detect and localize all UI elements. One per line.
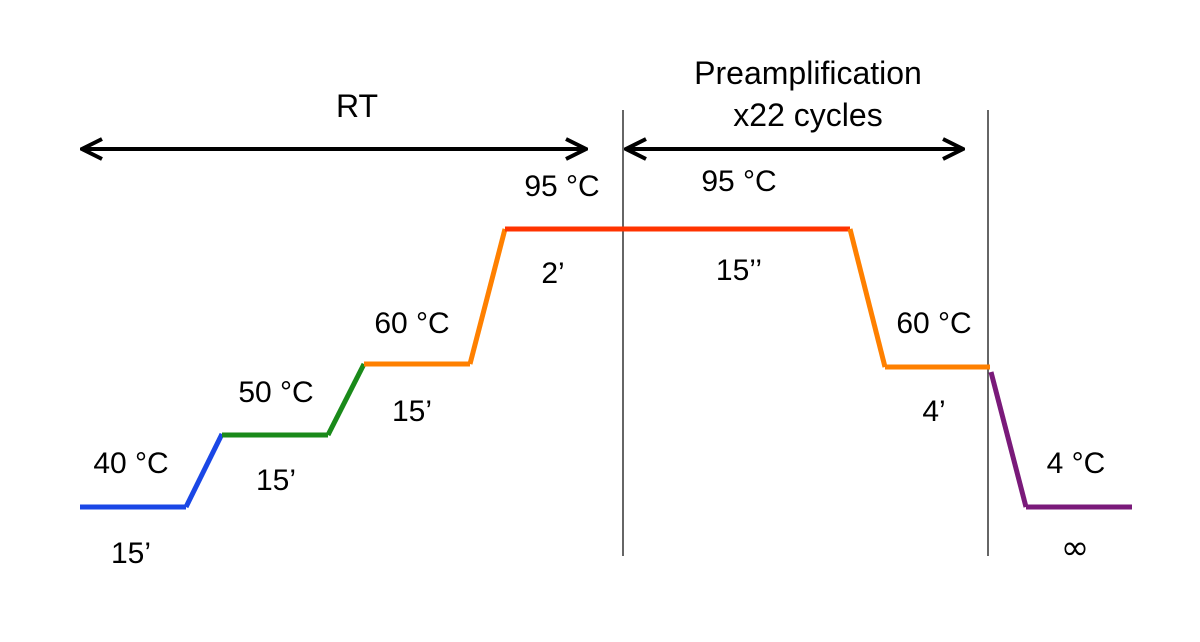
step-40c-temp: 40 °C [93,447,168,480]
ramp-50-to-60-line [325,362,367,437]
step-95c-rt-temp: 95 °C [524,170,599,203]
rt-label: RT [336,88,378,124]
step-95c-rt-time: 2’ [541,257,564,290]
step-4c-temp: 4 °C [1047,447,1106,480]
ramp-40-to-50-line [183,432,225,509]
preamp-cycles: x22 cycles [733,97,882,133]
step-50c-time: 15’ [256,464,296,497]
step-60c-anneal-time: 4’ [922,395,945,428]
step-95c-preamp-temp: 95 °C [701,165,776,198]
step-95c-preamp-time: 15’’ [716,254,762,287]
step-40c-time: 15’ [111,537,151,570]
step-60c-anneal-temp: 60 °C [896,307,971,340]
ramp-60-to-4-line [988,371,1029,508]
step-60c-time: 15’ [392,395,432,428]
step-50c-temp: 50 °C [238,376,313,409]
ramp-60-to-95-line [467,228,508,365]
ramp-95-to-60-line [847,228,888,368]
preamp-title: Preamplification [694,55,922,91]
step-60c-temp: 60 °C [374,307,449,340]
step-4c-time: ∞ [1061,528,1089,568]
